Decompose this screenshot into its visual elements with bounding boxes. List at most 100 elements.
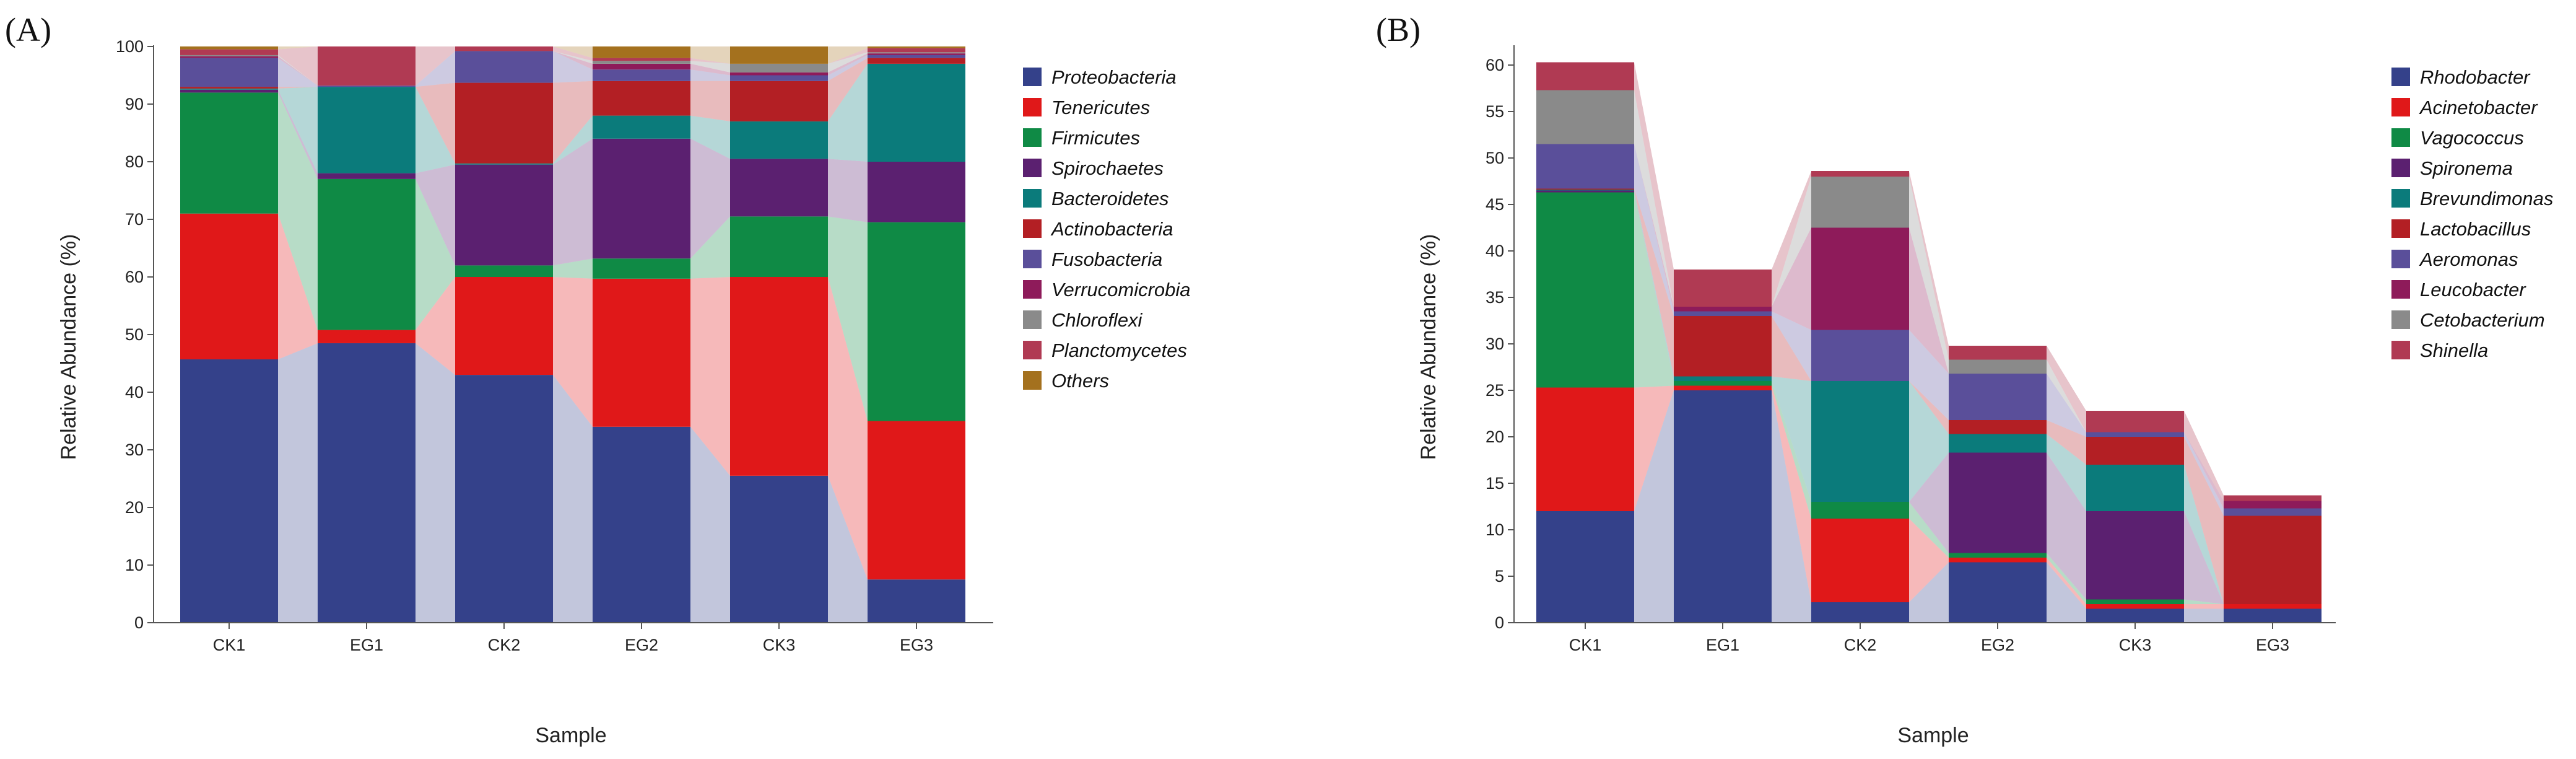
panel-b-flow-aeromonas-0 bbox=[1634, 144, 1674, 316]
panel-a-flow-fusobacteria-2 bbox=[553, 51, 593, 83]
panel-b-flow-vagococcus-4 bbox=[2184, 599, 2224, 604]
panel-a-bar-eg2-chloroflexi bbox=[593, 61, 690, 64]
panel-a-y-tick-label-30: 30 bbox=[125, 441, 144, 459]
panel-b-bar-ck1-vagococcus bbox=[1536, 192, 1634, 388]
panel-a-bar-ck3-proteobacteria bbox=[730, 475, 828, 623]
panel-b-bar-eg1-lactobacillus bbox=[1674, 316, 1772, 377]
panel-b-bar-ck1-cetobacterium bbox=[1536, 90, 1634, 144]
panel-a-y-axis-title: Relative Abundance (%) bbox=[57, 234, 80, 460]
panel-b-flow-cetobacterium-3 bbox=[2047, 359, 2086, 432]
panel-a-bar-eg3-proteobacteria bbox=[868, 579, 965, 623]
panel-b-flow-spironema-0 bbox=[1634, 190, 1674, 381]
panel-b-legend-swatch-spironema bbox=[2391, 159, 2410, 177]
panel-b-bar-ck1-brevundimonas bbox=[1536, 190, 1634, 191]
panel-b-bar-eg2-aeromonas bbox=[1949, 374, 2047, 420]
panel-b-bar-ck2-cetobacterium bbox=[1811, 177, 1909, 228]
panel-b-y-axis-title: Relative Abundance (%) bbox=[1417, 234, 1440, 460]
panel-a-legend-swatch-bacteroidetes bbox=[1023, 189, 1042, 208]
panel-a-bar-eg3-bacteroidetes bbox=[868, 63, 965, 162]
panel-b-flow-brevundimonas-0 bbox=[1634, 190, 1674, 381]
panel-b-flow-shinella-1 bbox=[1772, 171, 1811, 307]
panel-a-flow-actinobacteria-4 bbox=[828, 58, 868, 121]
panel-a-legend-swatch-planctomycetes bbox=[1023, 341, 1042, 359]
panel-b-flow-leucobacter-1 bbox=[1772, 227, 1811, 330]
panel-a-bar-ck1-proteobacteria bbox=[180, 359, 278, 623]
panel-a-bar-ck1-tenericutes bbox=[180, 213, 278, 359]
panel-b-flow-vagococcus-2 bbox=[1909, 502, 1949, 558]
panel-b-flow-rhodobacter-3 bbox=[2047, 562, 2086, 623]
panel-a-flow-fusobacteria-3 bbox=[690, 69, 730, 81]
panel-b-bar-eg2-cetobacterium bbox=[1949, 359, 2047, 374]
panel-b-x-tick-label-eg3: EG3 bbox=[2256, 636, 2289, 654]
panel-a-legend-swatch-proteobacteria bbox=[1023, 68, 1042, 86]
panel-b-bar-ck2-vagococcus bbox=[1811, 502, 1909, 519]
panel-b-y-tick-label-40: 40 bbox=[1486, 242, 1504, 260]
panel-a-flow-tenericutes-3 bbox=[690, 277, 730, 476]
panel-a-bar-ck3-others bbox=[730, 46, 828, 64]
panel-a-bar-ck1-planctomycetes bbox=[180, 49, 278, 55]
panel-a-bar-ck3-verrucomicrobia bbox=[730, 72, 828, 76]
panel-a-legend-label-bacteroidetes: Bacteroidetes bbox=[1051, 188, 1169, 209]
panel-b-y-tick-label-55: 55 bbox=[1486, 102, 1504, 121]
panel-a-legend-swatch-actinobacteria bbox=[1023, 219, 1042, 238]
panel-b-x-tick-label-ck3: CK3 bbox=[2119, 636, 2152, 654]
panel-b-legend-label-aeromonas: Aeromonas bbox=[2419, 248, 2518, 270]
panel-a-y-tick-label-50: 50 bbox=[125, 325, 144, 344]
panel-b-chart: (B) Relative Abundance (%) Sample 0 5 10 15… bbox=[1376, 11, 2553, 747]
panel-a-flow-fusobacteria-4 bbox=[828, 55, 868, 81]
panel-a-flow-spirochaetes-1 bbox=[416, 164, 455, 266]
panel-a-legend-label-verrucomicrobia: Verrucomicrobia bbox=[1051, 279, 1191, 301]
panel-a-flow-firmicutes-1 bbox=[416, 178, 455, 330]
panel-b-legend-swatch-leucobacter bbox=[2391, 280, 2410, 299]
panel-a-bar-ck1-firmicutes bbox=[180, 92, 278, 214]
panel-b-bar-ck2-rhodobacter bbox=[1811, 602, 1909, 623]
panel-b-bar-eg3-acinetobacter bbox=[2224, 604, 2321, 609]
panel-a-flow-bacteroidetes-3 bbox=[690, 115, 730, 159]
panel-b-bar-eg1-aeromonas bbox=[1674, 311, 1772, 316]
panel-a-bar-eg3-firmicutes bbox=[868, 222, 965, 421]
panel-b-flow-rhodobacter-4 bbox=[2184, 608, 2224, 623]
panel-b-flow-cetobacterium-0 bbox=[1634, 90, 1674, 307]
panel-b-legend-label-shinella: Shinella bbox=[2420, 340, 2488, 361]
panel-a-bar-ck2-proteobacteria bbox=[455, 375, 553, 623]
panel-a-flow-planctomycetes-1 bbox=[416, 46, 455, 86]
panel-a-bar-eg3-planctomycetes bbox=[868, 48, 965, 53]
panel-b-x-axis-title: Sample bbox=[1897, 724, 1969, 747]
panel-b-bar-ck2-leucobacter bbox=[1811, 227, 1909, 330]
panel-b-y-tick-label-20: 20 bbox=[1486, 428, 1504, 446]
panel-a-bar-ck3-actinobacteria bbox=[730, 81, 828, 121]
panel-a-bar-ck2-firmicutes bbox=[455, 265, 553, 277]
panel-b-legend-swatch-brevundimonas bbox=[2391, 189, 2410, 208]
panel-b-bar-eg1-shinella bbox=[1674, 270, 1772, 307]
panel-a-stacked-bars bbox=[180, 46, 965, 623]
panel-a-flow-planctomycetes-0 bbox=[278, 46, 318, 86]
panel-b-flow-acinetobacter-4 bbox=[2184, 604, 2224, 609]
panel-b-flow-aeromonas-3 bbox=[2047, 374, 2086, 437]
panel-b-flow-leucobacter-0 bbox=[1634, 144, 1674, 312]
panel-a-flow-bacteroidetes-4 bbox=[828, 63, 868, 162]
panel-b-flow-lactobacillus-3 bbox=[2047, 420, 2086, 465]
panel-a-x-tick-label-ck2: CK2 bbox=[488, 636, 521, 654]
panel-a-legend-swatch-firmicutes bbox=[1023, 128, 1042, 147]
panel-a-flow-chloroflexi-2 bbox=[553, 51, 593, 64]
panel-a-bar-eg2-proteobacteria bbox=[593, 426, 690, 623]
panel-b-flow-vagococcus-1 bbox=[1772, 381, 1811, 519]
panel-a-bar-eg2-bacteroidetes bbox=[593, 115, 690, 139]
panel-b-bar-eg2-spironema bbox=[1949, 452, 2047, 553]
panel-b-bar-ck1-aeromonas bbox=[1536, 144, 1634, 189]
panel-b-y-tick-label-50: 50 bbox=[1486, 149, 1504, 167]
panel-a-flow-verrucomicrobia-4 bbox=[828, 53, 868, 76]
panel-a-bar-ck2-planctomycetes bbox=[455, 46, 553, 51]
panel-a-y-tick-label-60: 60 bbox=[125, 268, 144, 286]
panel-b-bar-ck2-shinella bbox=[1811, 171, 1909, 177]
panel-b-x-tick-label-eg2: EG2 bbox=[1981, 636, 2014, 654]
panel-a-bar-ck1-fusobacteria bbox=[180, 58, 278, 87]
panel-b-bar-ck3-acinetobacter bbox=[2086, 604, 2184, 609]
panel-a-bar-ck2-bacteroidetes bbox=[455, 163, 553, 165]
panel-a-bar-ck1-chloroflexi bbox=[180, 55, 278, 56]
panel-b-y-tick-label-0: 0 bbox=[1495, 613, 1504, 632]
panel-b-bar-eg3-rhodobacter bbox=[2224, 608, 2321, 623]
panel-a-flow-verrucomicrobia-3 bbox=[690, 63, 730, 76]
panel-b-bar-ck1-acinetobacter bbox=[1536, 387, 1634, 511]
